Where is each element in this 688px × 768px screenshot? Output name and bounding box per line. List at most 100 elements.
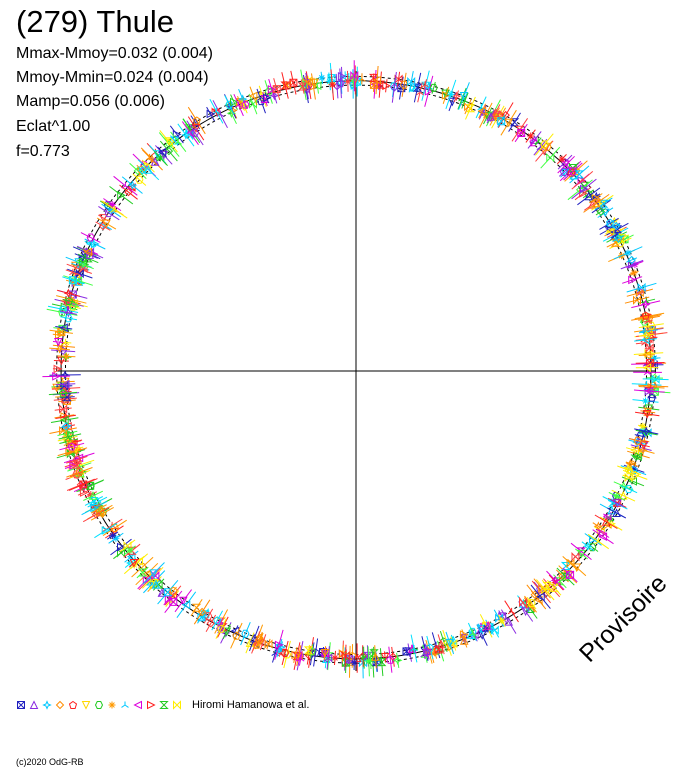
- data-point: [59, 425, 68, 436]
- data-point: [61, 338, 70, 346]
- error-bar: [281, 640, 289, 666]
- error-bar: [52, 344, 76, 348]
- data-point: [54, 344, 65, 354]
- data-point: [451, 91, 462, 102]
- data-point: [283, 80, 291, 90]
- data-point: [491, 108, 500, 117]
- error-bar: [159, 140, 178, 162]
- error-bar: [132, 173, 147, 186]
- data-point: [60, 370, 70, 380]
- error-bar: [530, 590, 547, 610]
- data-point: [618, 481, 629, 491]
- data-point: [169, 586, 178, 595]
- data-point: [297, 82, 308, 91]
- error-bar: [621, 476, 645, 487]
- error-bar: [55, 414, 76, 419]
- error-bar: [526, 596, 537, 610]
- error-bar: [634, 428, 659, 435]
- data-point: [476, 624, 485, 634]
- data-point: [376, 658, 387, 667]
- error-bar: [603, 513, 612, 520]
- data-point: [633, 295, 641, 305]
- data-point: [412, 83, 423, 92]
- error-bar: [339, 68, 342, 99]
- error-bar: [66, 478, 95, 491]
- error-bar: [631, 300, 661, 309]
- error-bar: [193, 599, 211, 625]
- legend-marker: [42, 700, 52, 710]
- data-point: [336, 79, 345, 88]
- error-bar: [335, 73, 339, 99]
- error-bar: [48, 391, 78, 396]
- error-bar: [461, 629, 467, 640]
- data-point: [112, 534, 120, 542]
- data-point: [642, 363, 652, 373]
- error-bar: [546, 570, 565, 591]
- error-bar: [634, 338, 657, 342]
- error-bar: [47, 305, 79, 313]
- error-bar: [431, 81, 436, 94]
- error-bar: [110, 538, 132, 556]
- error-bar: [638, 384, 669, 388]
- data-point: [80, 261, 89, 269]
- data-point: [245, 638, 255, 647]
- error-bar: [181, 121, 199, 145]
- data-point: [90, 503, 100, 513]
- data-point: [344, 77, 352, 85]
- data-point: [59, 404, 68, 414]
- error-bar: [73, 482, 94, 493]
- data-point: [249, 99, 257, 109]
- data-point: [108, 201, 116, 208]
- data-point: [642, 397, 649, 405]
- error-bar: [610, 499, 625, 508]
- data-point: [172, 130, 182, 139]
- data-point: [79, 488, 89, 497]
- error-bar: [589, 193, 603, 204]
- data-point: [644, 317, 652, 325]
- data-point: [371, 652, 380, 661]
- data-point: [519, 597, 527, 608]
- data-point: [230, 97, 239, 107]
- data-point: [627, 255, 636, 265]
- data-point: [303, 646, 314, 655]
- data-point: [410, 645, 418, 652]
- error-bar: [268, 78, 276, 100]
- data-point: [540, 140, 549, 149]
- data-point: [624, 485, 633, 494]
- data-point: [117, 190, 126, 200]
- data-point: [83, 247, 93, 257]
- error-bar: [439, 630, 448, 653]
- error-bar: [422, 644, 428, 663]
- data-point: [613, 499, 622, 508]
- data-point: [53, 364, 63, 374]
- data-point: [91, 510, 101, 519]
- data-point: [611, 221, 621, 231]
- data-point: [507, 607, 516, 615]
- error-bar: [56, 289, 81, 297]
- data-point: [465, 104, 476, 113]
- data-point: [127, 180, 138, 190]
- stat-f: f=0.773: [16, 143, 70, 160]
- data-point: [407, 76, 416, 87]
- data-point: [647, 321, 656, 330]
- data-point: [606, 518, 616, 529]
- data-point: [484, 621, 493, 630]
- error-bar: [84, 238, 106, 250]
- error-bar: [177, 123, 195, 147]
- data-point: [636, 431, 645, 440]
- error-bar: [138, 166, 147, 175]
- error-bar: [374, 645, 377, 669]
- data-point: [363, 651, 373, 660]
- data-point: [72, 455, 81, 464]
- data-point: [225, 100, 234, 109]
- error-bar: [135, 562, 159, 586]
- data-point: [617, 234, 627, 243]
- error-bar: [249, 625, 260, 652]
- data-point: [318, 74, 326, 82]
- data-point: [445, 638, 455, 648]
- data-point: [402, 647, 411, 656]
- error-bar: [635, 429, 658, 436]
- data-point: [583, 541, 593, 552]
- data-point: [53, 338, 63, 347]
- error-bar: [623, 466, 633, 471]
